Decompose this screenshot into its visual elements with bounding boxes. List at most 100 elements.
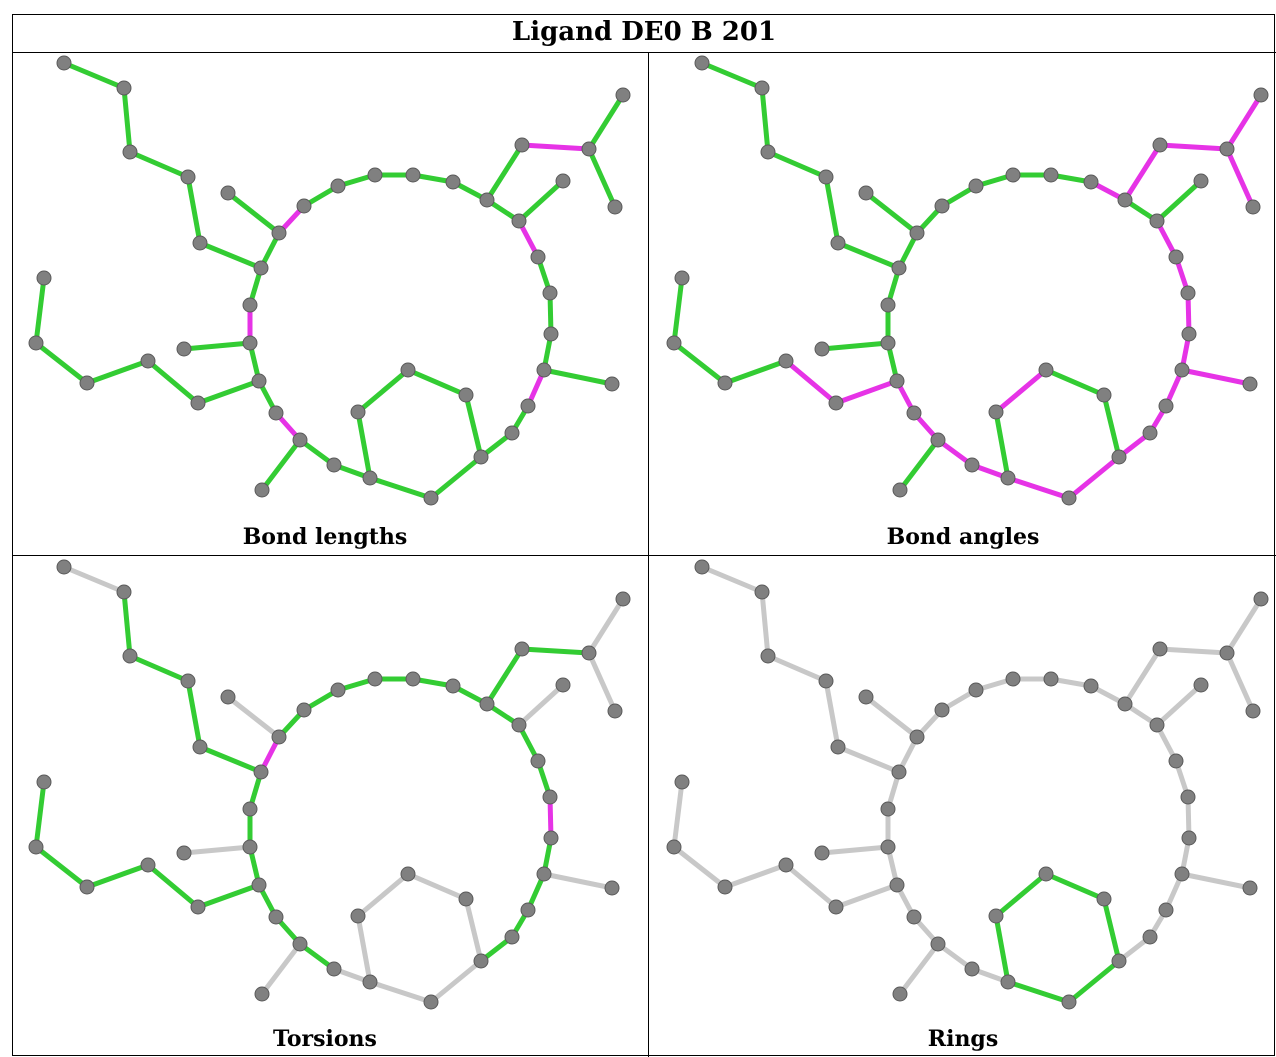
bond: [993, 409, 1011, 481]
atom: [555, 173, 571, 189]
bond: [405, 871, 469, 902]
atom: [140, 857, 156, 873]
atom: [473, 449, 489, 465]
atom: [543, 830, 559, 846]
atom: [1180, 789, 1196, 805]
atom: [520, 398, 536, 414]
atom: [296, 198, 312, 214]
atom: [615, 87, 631, 103]
atom: [36, 774, 52, 790]
atom: [1043, 671, 1059, 687]
atom: [268, 405, 284, 421]
bond: [835, 744, 902, 775]
bond: [823, 174, 841, 246]
atom: [530, 249, 546, 265]
atom: [909, 225, 925, 241]
atom: [1245, 703, 1261, 719]
bond: [355, 409, 373, 481]
atom: [930, 432, 946, 448]
bond: [783, 862, 839, 910]
bond: [197, 744, 264, 775]
atom: [1180, 285, 1196, 301]
atom: [830, 235, 846, 251]
bond: [1043, 871, 1107, 902]
atom: [1168, 249, 1184, 265]
atom: [968, 682, 984, 698]
bond: [121, 589, 133, 659]
atom: [1117, 192, 1133, 208]
atom: [760, 648, 776, 664]
atom: [458, 387, 474, 403]
bond: [897, 941, 941, 997]
atom: [880, 839, 896, 855]
bond: [463, 392, 484, 460]
atom: [192, 739, 208, 755]
atom: [1193, 173, 1209, 189]
bond: [367, 979, 434, 1005]
atom: [140, 353, 156, 369]
atom: [56, 55, 72, 71]
atom: [326, 961, 342, 977]
bond: [671, 844, 728, 890]
bond: [1005, 979, 1072, 1005]
atom: [858, 689, 874, 705]
atom: [271, 729, 287, 745]
atom: [889, 373, 905, 389]
atom: [1005, 167, 1021, 183]
atom: [760, 144, 776, 160]
bond: [1224, 92, 1264, 152]
atom: [909, 729, 925, 745]
atom: [1158, 398, 1174, 414]
atom: [254, 482, 270, 498]
bond: [765, 653, 829, 684]
atom: [892, 482, 908, 498]
bond: [586, 596, 626, 656]
atom: [830, 739, 846, 755]
atom: [818, 673, 834, 689]
bond: [84, 862, 151, 890]
bond: [127, 149, 191, 180]
atom: [514, 137, 530, 153]
bond: [185, 174, 203, 246]
atom: [814, 341, 830, 357]
atom: [190, 395, 206, 411]
bond: [516, 178, 566, 224]
atom: [1000, 470, 1016, 486]
atom: [1142, 425, 1158, 441]
atom: [268, 909, 284, 925]
bond: [759, 589, 771, 659]
atom: [828, 395, 844, 411]
atom: [536, 866, 552, 882]
atom: [400, 866, 416, 882]
atom: [536, 362, 552, 378]
atom: [1096, 387, 1112, 403]
atom: [1117, 696, 1133, 712]
bond: [181, 340, 253, 352]
atom: [220, 185, 236, 201]
atom: [1181, 830, 1197, 846]
atom: [530, 753, 546, 769]
atom: [423, 994, 439, 1010]
atom: [1096, 891, 1112, 907]
bond: [897, 437, 941, 493]
atom: [581, 645, 597, 661]
atom: [1152, 641, 1168, 657]
atom: [778, 857, 794, 873]
atom: [1174, 362, 1190, 378]
atom: [423, 490, 439, 506]
atom: [79, 879, 95, 895]
bond: [61, 60, 127, 91]
atom: [1061, 994, 1077, 1010]
bond: [783, 358, 839, 406]
atom: [666, 335, 682, 351]
atom: [350, 404, 366, 420]
atom: [1245, 199, 1261, 215]
atom: [988, 908, 1004, 924]
atom: [1219, 141, 1235, 157]
atom: [405, 167, 421, 183]
atom: [1242, 376, 1258, 392]
bond: [195, 882, 262, 910]
atom: [717, 879, 733, 895]
atom: [504, 425, 520, 441]
bond: [823, 678, 841, 750]
